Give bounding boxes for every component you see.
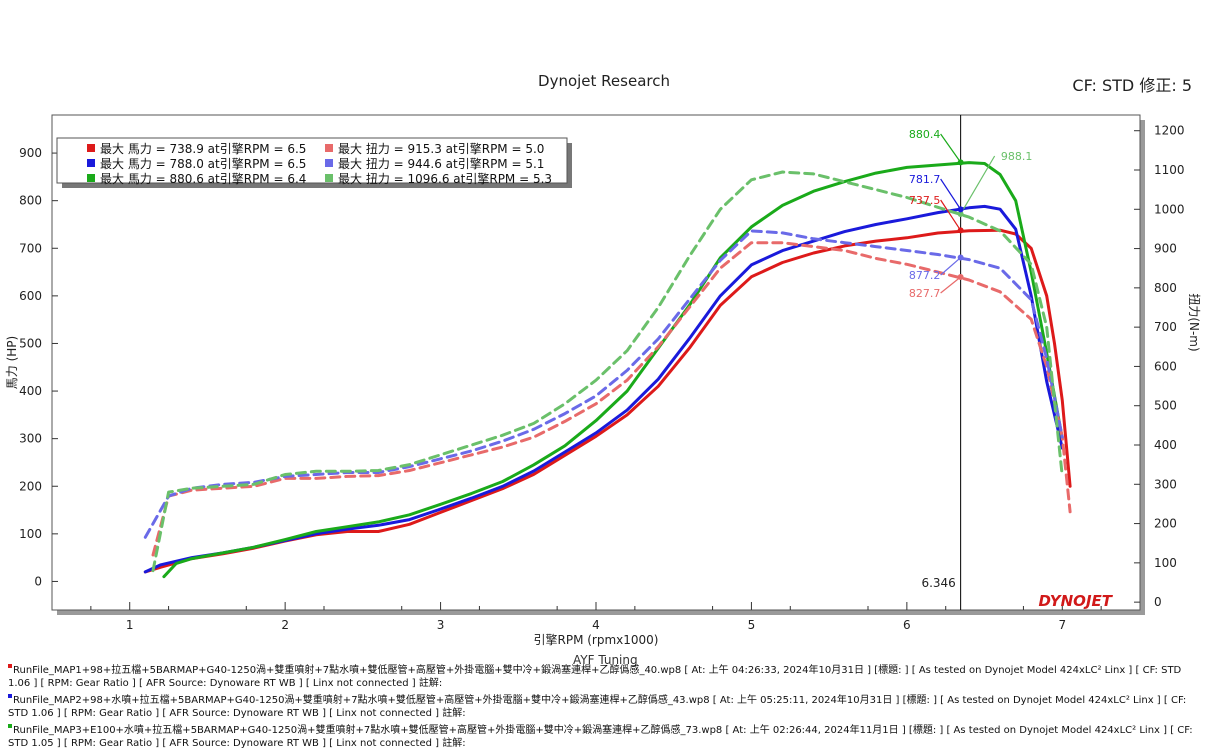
y-right-tick-label: 200 <box>1154 517 1177 531</box>
annotation-leader <box>960 155 996 215</box>
chart-title: Dynojet Research <box>538 72 670 90</box>
y-left-tick-label: 900 <box>19 146 42 160</box>
y-left-tick-label: 100 <box>19 527 42 541</box>
annotation-marker <box>957 273 964 280</box>
annotation-label: 880.4 <box>909 128 941 141</box>
y-right-tick-label: 1100 <box>1154 163 1185 177</box>
legend-entry: 最大 扭力 = 1096.6 at引擎RPM = 5.3 <box>338 171 552 186</box>
x-tick-label: 7 <box>1058 618 1066 632</box>
footer-run3-text: RunFile_MAP3+E100+水噴+拉五檔+5BARMAP+G40-125… <box>8 725 1193 749</box>
legend-swatch <box>325 159 333 167</box>
y-right-tick-label: 100 <box>1154 556 1177 570</box>
x-tick-label: 3 <box>437 618 445 632</box>
annotation-label: 877.2 <box>909 269 941 282</box>
legend-entry: 最大 馬力 = 738.9 at引擎RPM = 6.5 <box>100 141 306 156</box>
legend-entry: 最大 馬力 = 880.6 at引擎RPM = 6.4 <box>100 171 306 186</box>
annotation-leader <box>940 276 962 294</box>
y-right-tick-label: 600 <box>1154 359 1177 373</box>
annotation-marker <box>957 210 964 217</box>
annotation-leader <box>940 257 962 276</box>
annotation-leader <box>940 133 962 163</box>
annotation-label: 781.7 <box>909 173 941 186</box>
y-right-tick-label: 400 <box>1154 438 1177 452</box>
legend-swatch <box>87 144 95 152</box>
annotation-marker <box>957 227 964 234</box>
y-right-tick-label: 1000 <box>1154 202 1185 216</box>
run2-marker <box>8 694 12 698</box>
annotation-label: 988.1 <box>1001 150 1033 163</box>
legend-swatch <box>87 174 95 182</box>
y-right-tick-label: 0 <box>1154 595 1162 609</box>
x-axis-label: 引擎RPM (rpmx1000) <box>534 632 659 647</box>
y-left-tick-label: 700 <box>19 241 42 255</box>
cursor-label: 6.346 <box>921 576 955 590</box>
y-right-tick-label: 300 <box>1154 477 1177 491</box>
run1-marker <box>8 664 12 668</box>
y-right-axis-label: 扭力(N-m) <box>1187 293 1201 351</box>
y-left-tick-label: 600 <box>19 289 42 303</box>
legend-box <box>56 137 568 184</box>
legend-entry: 最大 馬力 = 788.0 at引擎RPM = 6.5 <box>100 156 306 171</box>
y-left-tick-label: 800 <box>19 194 42 208</box>
y-left-tick-label: 0 <box>34 574 42 588</box>
series-6-line <box>151 170 1064 573</box>
dynojet-logo: DYNOJET <box>1038 592 1113 610</box>
y-right-tick-label: 1200 <box>1154 124 1185 138</box>
x-tick-label: 5 <box>748 618 756 632</box>
y-left-tick-label: 200 <box>19 479 42 493</box>
footer-run2-text: RunFile_MAP2+98+水噴+拉五檔+5BARMAP+G40-1250渦… <box>8 695 1187 719</box>
cf-label: CF: STD 修正: 5 <box>1072 76 1192 95</box>
footer-run2: RunFile_MAP2+98+水噴+拉五檔+5BARMAP+G40-1250渦… <box>8 694 1202 720</box>
y-left-tick-label: 500 <box>19 336 42 350</box>
series-3-line <box>162 161 1064 579</box>
annotation-marker <box>957 206 964 213</box>
plot-area <box>51 114 1141 611</box>
x-tick-label: 2 <box>281 618 289 632</box>
footer-run3: RunFile_MAP3+E100+水噴+拉五檔+5BARMAP+G40-125… <box>8 724 1202 750</box>
y-right-tick-label: 900 <box>1154 242 1177 256</box>
footer-run1: RunFile_MAP1+98+拉五檔+5BARMAP+G40-1250渦+雙重… <box>8 664 1202 690</box>
y-right-tick-label: 700 <box>1154 320 1177 334</box>
annotation-leader <box>940 178 962 210</box>
x-tick-label: 1 <box>126 618 134 632</box>
y-left-axis-label: 馬力 (HP) <box>5 336 19 389</box>
annotation-leader <box>940 199 962 231</box>
footer-run1-text: RunFile_MAP1+98+拉五檔+5BARMAP+G40-1250渦+雙重… <box>8 665 1182 689</box>
y-right-tick-label: 800 <box>1154 281 1177 295</box>
watermark-text: AYF Tuning <box>573 653 638 667</box>
annotation-label: 827.7 <box>909 287 941 300</box>
annotation-label: 737.5 <box>909 194 941 207</box>
series-2-line <box>143 204 1064 574</box>
dyno-chart: 1 2 3 4 5 6 7 0 100 200 300 400 500 600 700 800 900 0 100 2… <box>5 114 1201 647</box>
legend-entry: 最大 扭力 = 944.6 at引擎RPM = 5.1 <box>338 156 544 171</box>
legend-entry: 最大 扭力 = 915.3 at引擎RPM = 5.0 <box>338 141 544 156</box>
y-left-tick-label: 400 <box>19 384 42 398</box>
annotation-marker <box>957 159 964 166</box>
legend-swatch <box>87 159 95 167</box>
legend-swatch <box>325 174 333 182</box>
annotation-marker <box>957 254 964 261</box>
series-5-line <box>143 229 1064 539</box>
x-tick-label: 6 <box>903 618 911 632</box>
run3-marker <box>8 724 12 728</box>
x-tick-label: 4 <box>592 618 600 632</box>
legend-swatch <box>325 144 333 152</box>
y-left-tick-label: 300 <box>19 432 42 446</box>
y-right-tick-label: 500 <box>1154 399 1177 413</box>
